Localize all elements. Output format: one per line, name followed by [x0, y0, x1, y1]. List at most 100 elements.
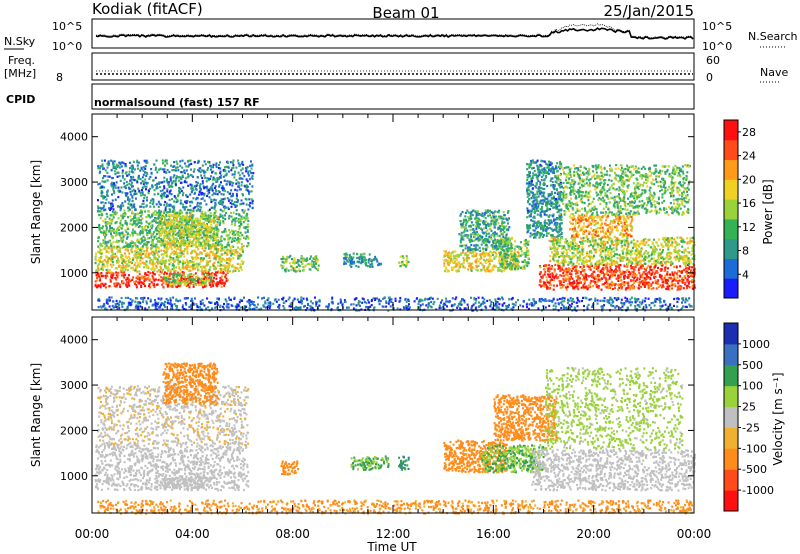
nsearch-trace: [95, 23, 694, 39]
heatmap-cell: [469, 212, 472, 215]
heatmap-cell: [173, 214, 176, 217]
heatmap-cell: [113, 182, 115, 185]
heatmap-cell: [119, 163, 122, 166]
heatmap-cell: [195, 232, 198, 235]
heatmap-cell: [210, 186, 213, 189]
heatmap-cell: [118, 260, 121, 263]
heatmap-cell: [350, 265, 353, 268]
heatmap-cell: [106, 194, 109, 197]
heatmap-cell: [197, 230, 200, 233]
heatmap-cell: [123, 276, 126, 279]
heatmap-cell: [347, 260, 350, 263]
heatmap-cell: [545, 197, 548, 200]
heatmap-cell: [189, 173, 192, 177]
heatmap-cell: [157, 213, 160, 216]
heatmap-cell: [500, 228, 503, 231]
heatmap-cell: [117, 271, 120, 274]
heatmap-cell: [218, 175, 221, 179]
heatmap-cell: [98, 225, 100, 228]
heatmap-cell: [237, 257, 240, 260]
heatmap-cell: [491, 266, 494, 269]
heatmap-cell: [168, 259, 171, 262]
heatmap-cell: [480, 213, 483, 217]
heatmap-cell: [178, 222, 181, 225]
heatmap-cell: [174, 250, 177, 253]
heatmap-cell: [158, 269, 160, 272]
heatmap-cell: [231, 265, 233, 268]
heatmap-cell: [494, 238, 496, 241]
heatmap-cell: [230, 205, 233, 208]
heatmap-cell: [230, 195, 233, 198]
heatmap-cell: [170, 220, 173, 223]
heatmap-cell: [473, 230, 476, 233]
heatmap-cell: [154, 221, 157, 224]
heatmap-cell: [248, 182, 251, 185]
heatmap-cell: [527, 262, 530, 265]
heatmap-cell: [115, 212, 117, 215]
heatmap-cell: [204, 171, 207, 174]
heatmap-cell: [198, 238, 201, 241]
heatmap-cell: [526, 192, 529, 195]
heatmap-cell: [114, 230, 117, 233]
heatmap-cell: [170, 221, 173, 225]
heatmap-cell: [468, 262, 471, 265]
heatmap-cell: [141, 282, 144, 285]
heatmap-cell: [173, 278, 176, 281]
heatmap-cell: [487, 260, 490, 263]
heatmap-cell: [352, 252, 355, 255]
heatmap-cell: [211, 171, 213, 174]
heatmap-cell: [559, 229, 562, 232]
heatmap-cell: [502, 257, 505, 260]
heatmap-cell: [206, 185, 209, 188]
heatmap-cell: [344, 253, 347, 256]
heatmap-cell: [203, 174, 206, 177]
heatmap-cell: [159, 262, 162, 265]
heatmap-cell: [498, 245, 501, 248]
heatmap-cell: [476, 257, 479, 260]
heatmap-cell: [166, 236, 169, 239]
heatmap-cell: [185, 194, 188, 197]
heatmap-cell: [505, 225, 508, 228]
heatmap-cell: [485, 220, 488, 223]
heatmap-cell: [467, 248, 470, 251]
heatmap-cell: [229, 201, 232, 205]
freq-label: Freq.: [8, 54, 35, 67]
heatmap-cell: [489, 260, 492, 263]
heatmap-cell: [537, 175, 539, 178]
heatmap-cell: [241, 192, 244, 196]
heatmap-cell: [211, 194, 214, 197]
heatmap-cell: [468, 246, 471, 249]
heatmap-cell: [114, 186, 117, 189]
heatmap-cell: [489, 214, 491, 217]
heatmap-cell: [157, 215, 160, 218]
heatmap-cell: [298, 264, 301, 268]
heatmap-cell: [462, 222, 465, 225]
heatmap-cell: [473, 239, 475, 242]
heatmap-cell: [212, 166, 214, 169]
heatmap-cell: [117, 249, 120, 252]
heatmap-cell: [489, 255, 492, 258]
heatmap-cell: [182, 206, 185, 209]
heatmap-cell: [498, 260, 501, 263]
heatmap-cell: [128, 261, 130, 264]
heatmap-cell: [144, 178, 147, 181]
heatmap-cell: [137, 174, 140, 177]
heatmap-cell: [503, 230, 506, 234]
heatmap-cell: [202, 223, 205, 226]
heatmap-cell: [202, 217, 205, 220]
heatmap-cell: [555, 235, 558, 238]
heatmap-cell: [246, 185, 249, 188]
heatmap-cell: [115, 240, 118, 244]
heatmap-cell: [470, 235, 473, 238]
heatmap-cell: [304, 264, 307, 267]
heatmap-cell: [228, 257, 231, 260]
heatmap-cell: [97, 210, 100, 213]
date-title: 25/Jan/2015: [604, 2, 695, 20]
heatmap-cell: [218, 183, 221, 186]
heatmap-cell: [121, 246, 124, 249]
heatmap-cell: [217, 242, 220, 245]
heatmap-cell: [116, 233, 119, 236]
heatmap-cell: [234, 233, 237, 236]
heatmap-cell: [231, 237, 234, 240]
heatmap-cell: [483, 258, 485, 261]
